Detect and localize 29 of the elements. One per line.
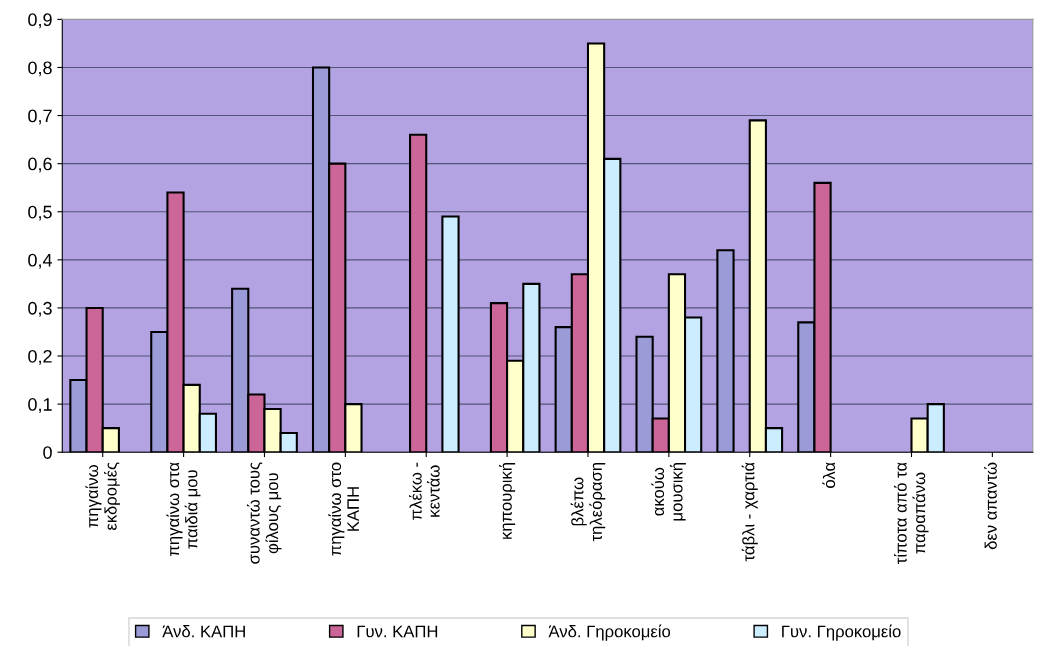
y-tick-label: 0,2 xyxy=(28,349,52,365)
x-tick-label: βλέπω τηλεόραση xyxy=(570,463,606,542)
y-tick-label: 0,1 xyxy=(28,398,52,413)
x-tick-label: συναντώ τους φίλους μου xyxy=(246,462,282,564)
y-tick-label: 0,3 xyxy=(28,301,52,317)
bar xyxy=(716,249,735,453)
legend-label: Γυν. Γηροκομείο xyxy=(782,624,901,641)
y-tick-label: 0,9 xyxy=(28,13,52,29)
x-tick-label: πηγαίνω στα παιδιά μου xyxy=(166,462,201,556)
y-tick-label: 0,4 xyxy=(28,253,53,269)
y-tick-label: 0,5 xyxy=(28,205,52,221)
legend-label: Άνδ. ΚΑΠΗ xyxy=(162,625,245,638)
x-tick-label: δεν απαντώ xyxy=(984,462,997,550)
x-tick-label: τάβλι - χαρτιά xyxy=(741,462,758,562)
x-tick-label: πλέκω - κεντάω xyxy=(409,462,440,520)
y-tick-label: 0,6 xyxy=(28,157,52,173)
x-tick-label: τίποτα από τα παραπάνω xyxy=(893,462,929,564)
bar xyxy=(441,215,460,453)
y-tick-label: 0 xyxy=(43,446,52,459)
bar xyxy=(409,133,428,453)
x-tick-label: κηπουρική xyxy=(499,463,516,539)
legend-label: Άνδ. Γηροκομείο xyxy=(548,624,671,641)
x-tick-label: πηγαίνω εκδρομές xyxy=(85,462,120,530)
legend-label: Γυν. ΚΑΠΗ xyxy=(357,625,438,638)
x-tick-label: όλα xyxy=(822,462,836,488)
y-tick-label: 0,7 xyxy=(28,109,52,125)
x-tick-label: πηγαίνω στο ΚΑΠΗ xyxy=(328,462,359,556)
x-tick-label: ακούω μουσική xyxy=(651,463,686,521)
y-tick-label: 0,8 xyxy=(28,61,52,77)
